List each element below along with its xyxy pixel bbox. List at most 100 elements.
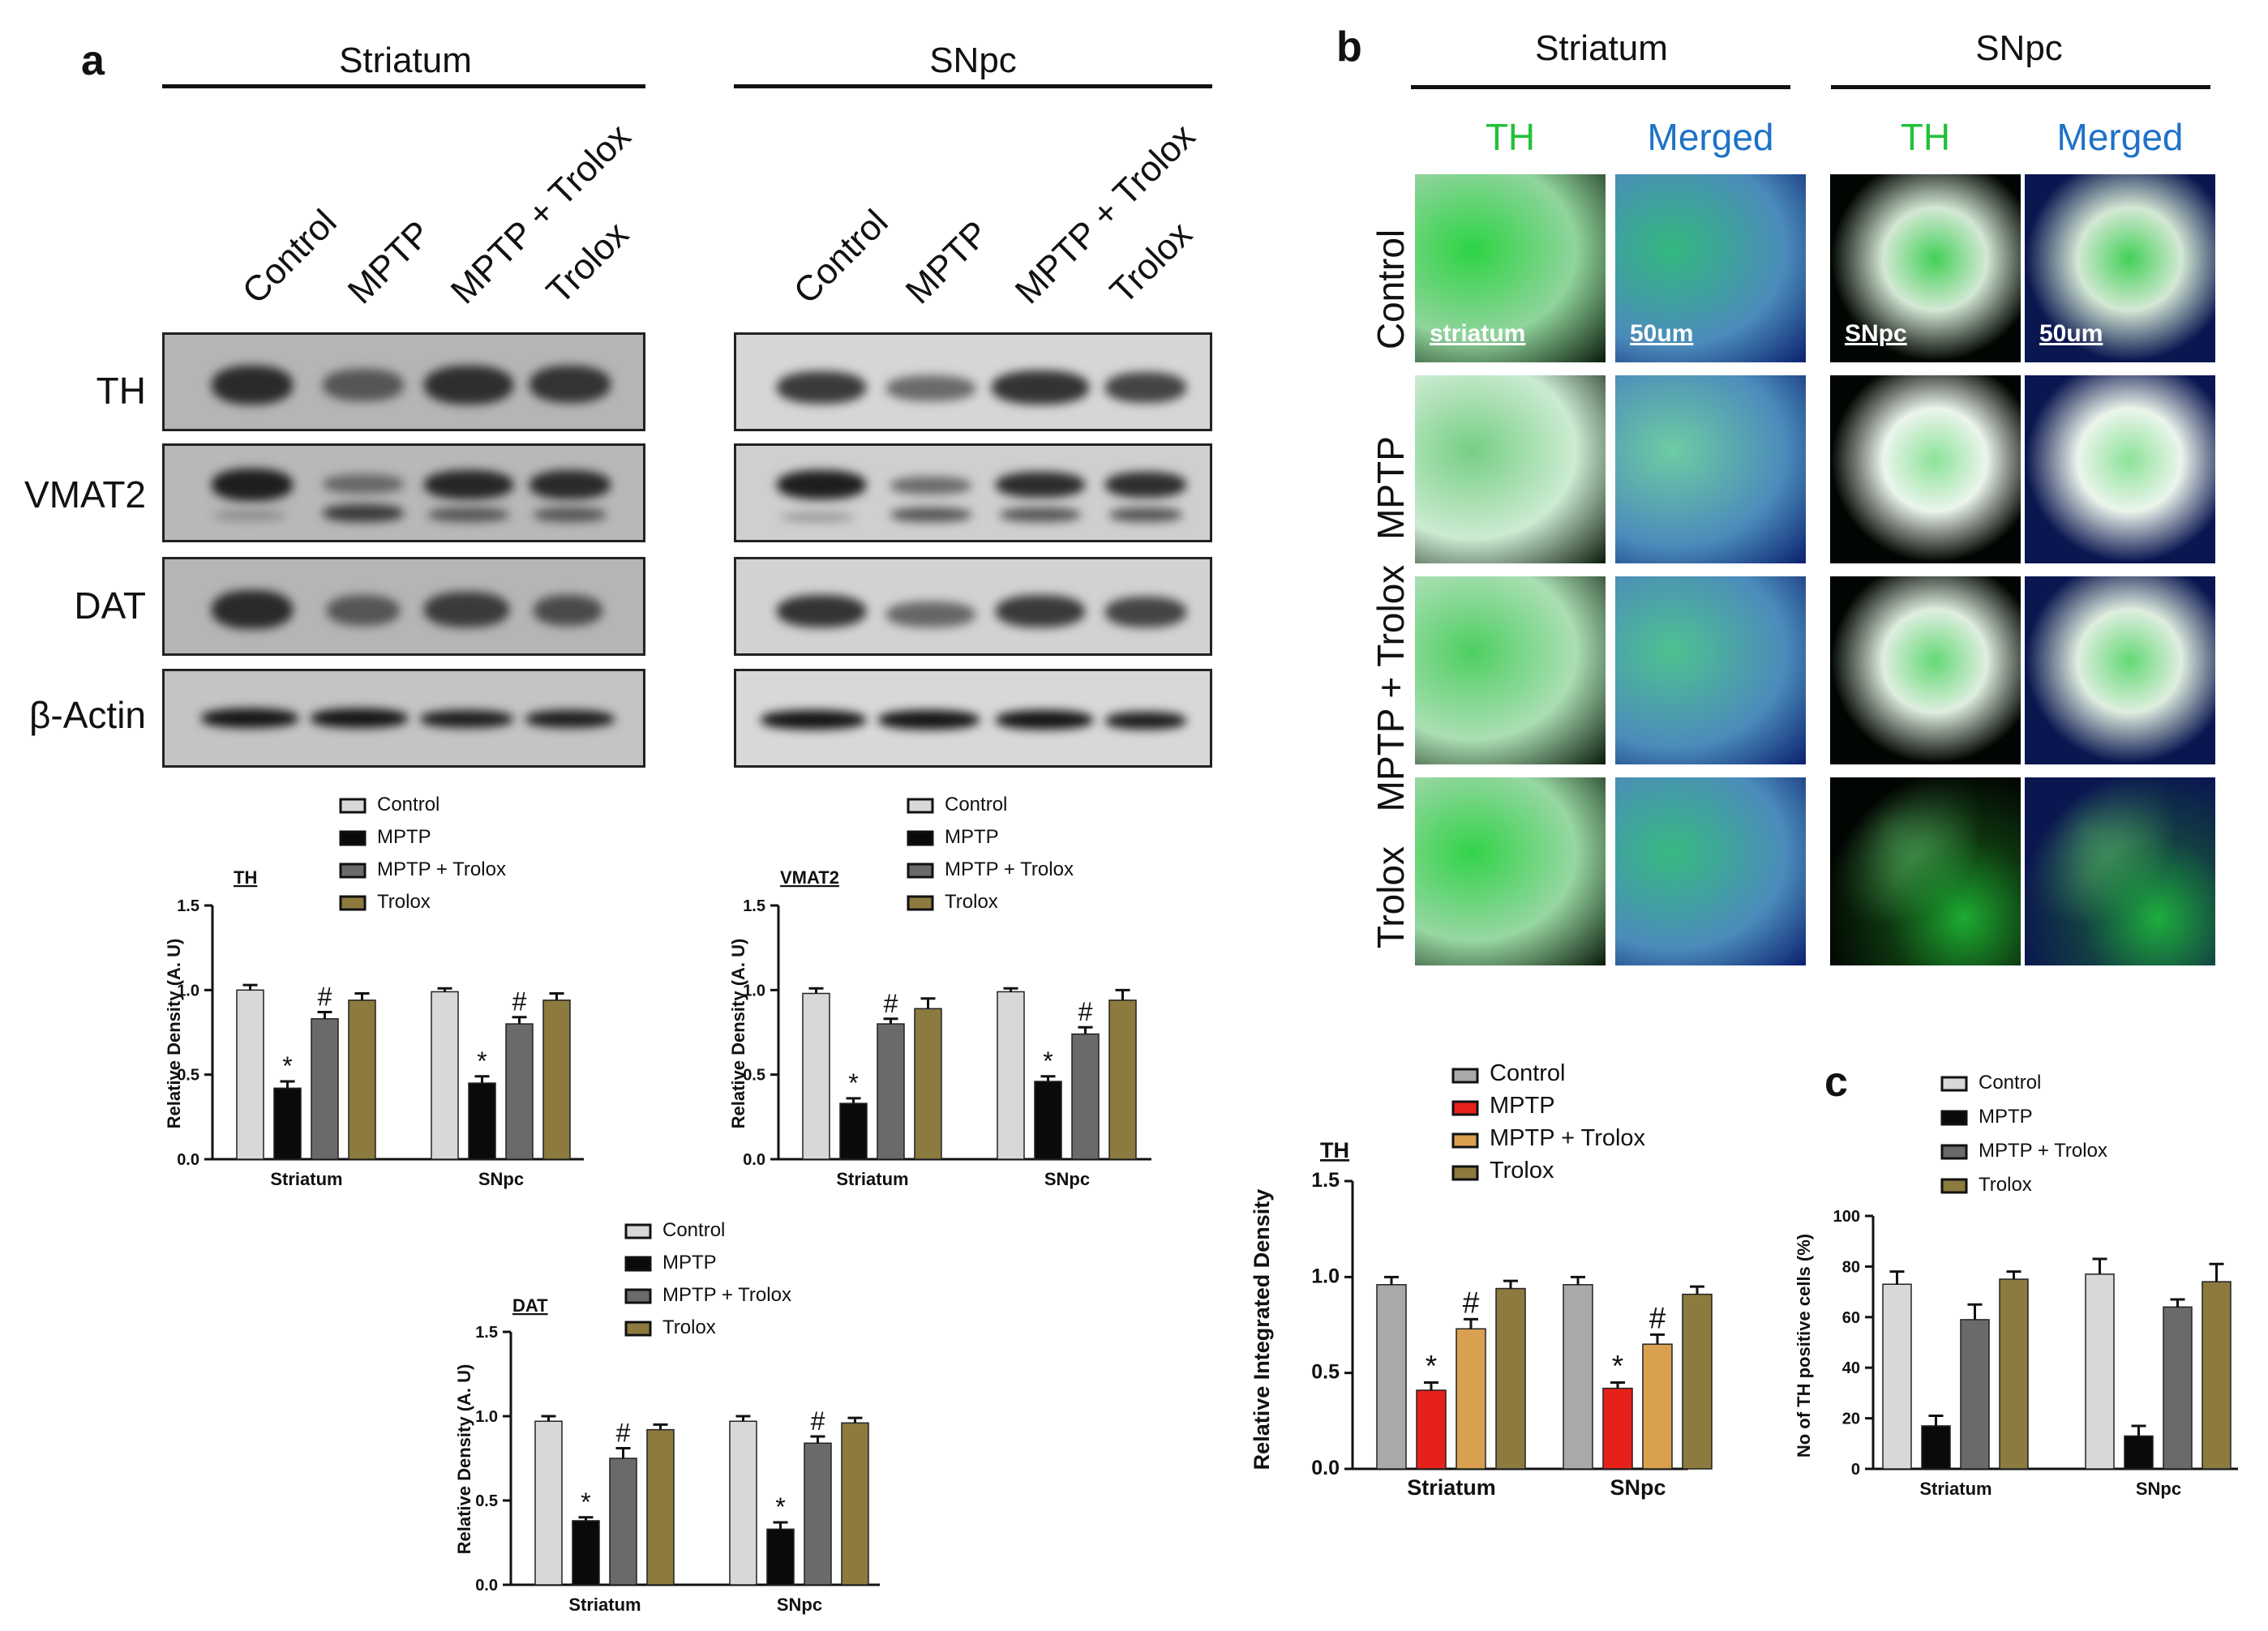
micrograph xyxy=(1615,777,1806,965)
y-tick-label: 0.5 xyxy=(177,1067,199,1085)
y-tick-label: 1.5 xyxy=(743,897,765,915)
protein-label-dat: DAT xyxy=(74,584,146,627)
bar xyxy=(841,1422,869,1586)
significance-mark: * xyxy=(581,1488,590,1517)
x-category-label: SNpc xyxy=(777,1595,822,1615)
legend-label: MPTP + Trolox xyxy=(1490,1125,1646,1151)
micrograph xyxy=(1830,576,2021,764)
legend-swatch xyxy=(339,895,367,911)
legend-label: Control xyxy=(1490,1060,1566,1086)
channel-label-th: TH xyxy=(1900,116,1951,158)
y-tick-label: 0.0 xyxy=(1311,1457,1340,1479)
y-tick-label: 0.5 xyxy=(475,1492,498,1510)
x-category-label: SNpc xyxy=(1610,1475,1666,1500)
blot-snpc-vmat2 xyxy=(734,443,1212,542)
bar xyxy=(236,989,264,1160)
bar xyxy=(1999,1278,2029,1470)
bar xyxy=(431,991,459,1160)
protein-label-th: TH xyxy=(96,370,146,412)
micrograph xyxy=(1830,174,2021,362)
y-tick-label: 1.5 xyxy=(1311,1169,1340,1192)
bar xyxy=(1682,1293,1713,1470)
legend-swatch xyxy=(907,895,934,911)
x-category-label: Striatum xyxy=(568,1595,641,1615)
y-axis-label: Relative Density (A. U) xyxy=(164,939,184,1129)
legend-swatch xyxy=(907,798,934,814)
x-category-label: Striatum xyxy=(1919,1479,1991,1499)
blot-snpc-actin xyxy=(734,669,1212,768)
scale-bar-label: SNpc xyxy=(1845,320,1907,347)
y-tick-label: 20 xyxy=(1842,1411,1860,1428)
bar xyxy=(534,1420,563,1586)
bar xyxy=(273,1087,302,1160)
legend-label: MPTP xyxy=(1490,1093,1555,1119)
micrograph xyxy=(1415,576,1606,764)
bar xyxy=(1642,1343,1673,1470)
chart-title: VMAT2 xyxy=(780,867,839,888)
legend-swatch xyxy=(624,1288,652,1304)
bar xyxy=(1034,1081,1062,1160)
bar xyxy=(997,991,1025,1160)
bar xyxy=(1602,1387,1633,1470)
significance-mark: * xyxy=(282,1051,292,1081)
x-category-label: Striatum xyxy=(1407,1475,1496,1500)
bar xyxy=(766,1528,795,1586)
legend-swatch xyxy=(1451,1132,1479,1149)
y-tick-label: 0.0 xyxy=(177,1151,199,1169)
micrograph xyxy=(2025,375,2215,563)
significance-mark: # xyxy=(512,987,527,1017)
legend-label: MPTP + Trolox xyxy=(945,858,1074,880)
divider xyxy=(1831,85,2210,89)
blot-group-title-snpc: SNpc xyxy=(929,41,1017,80)
legend-swatch xyxy=(907,830,934,846)
legend-label: Control xyxy=(1979,1072,2041,1094)
y-axis-label: Relative Integrated Density xyxy=(1250,1189,1274,1470)
legend-swatch xyxy=(339,798,367,814)
blot-striatum-dat xyxy=(162,557,645,656)
y-axis-label: Relative Density (A. U) xyxy=(454,1364,474,1555)
chart-title: TH xyxy=(234,867,257,888)
bar xyxy=(1376,1284,1407,1470)
micrograph xyxy=(1615,375,1806,563)
significance-mark: * xyxy=(775,1492,785,1522)
y-tick-label: 0 xyxy=(1851,1461,1860,1479)
legend-label: MPTP xyxy=(1979,1106,2033,1128)
legend-swatch xyxy=(1940,1076,1968,1092)
legend-label: MPTP + Trolox xyxy=(1979,1140,2107,1162)
protein-label-actin: β-Actin xyxy=(28,694,146,736)
bar xyxy=(804,1442,832,1586)
x-category-label: Striatum xyxy=(270,1169,342,1189)
micrograph xyxy=(2025,777,2215,965)
significance-mark: # xyxy=(884,989,898,1018)
bar xyxy=(2124,1435,2154,1470)
x-category-label: Striatum xyxy=(836,1169,908,1189)
legend-label: Trolox xyxy=(662,1316,716,1338)
protein-label-vmat2: VMAT2 xyxy=(24,473,146,516)
scale-bar-label: 50um xyxy=(2039,320,2103,347)
legend-label: Trolox xyxy=(1979,1174,2032,1196)
if-group-title-striatum: Striatum xyxy=(1535,28,1668,68)
y-tick-label: 1.5 xyxy=(475,1324,498,1342)
bar xyxy=(311,1018,339,1160)
y-tick-label: 0.5 xyxy=(743,1067,765,1085)
significance-mark: # xyxy=(1649,1301,1666,1334)
y-tick-label: 80 xyxy=(1842,1258,1860,1276)
panel-a-label: a xyxy=(81,37,105,84)
legend-swatch xyxy=(1451,1100,1479,1116)
blot-group-title-striatum: Striatum xyxy=(339,41,472,80)
y-tick-label: 100 xyxy=(1833,1208,1860,1226)
bar xyxy=(1071,1033,1100,1160)
bar xyxy=(1960,1319,1990,1470)
bar xyxy=(1416,1389,1447,1470)
bar xyxy=(1456,1328,1486,1470)
legend-swatch xyxy=(1940,1144,1968,1160)
micrograph xyxy=(2025,576,2215,764)
micrograph xyxy=(1415,777,1606,965)
divider xyxy=(1411,85,1790,89)
divider xyxy=(734,84,1212,88)
legend-swatch xyxy=(624,1256,652,1272)
significance-mark: * xyxy=(1426,1350,1437,1383)
panel-b-label: b xyxy=(1336,24,1362,71)
chart-title: DAT xyxy=(512,1295,548,1316)
